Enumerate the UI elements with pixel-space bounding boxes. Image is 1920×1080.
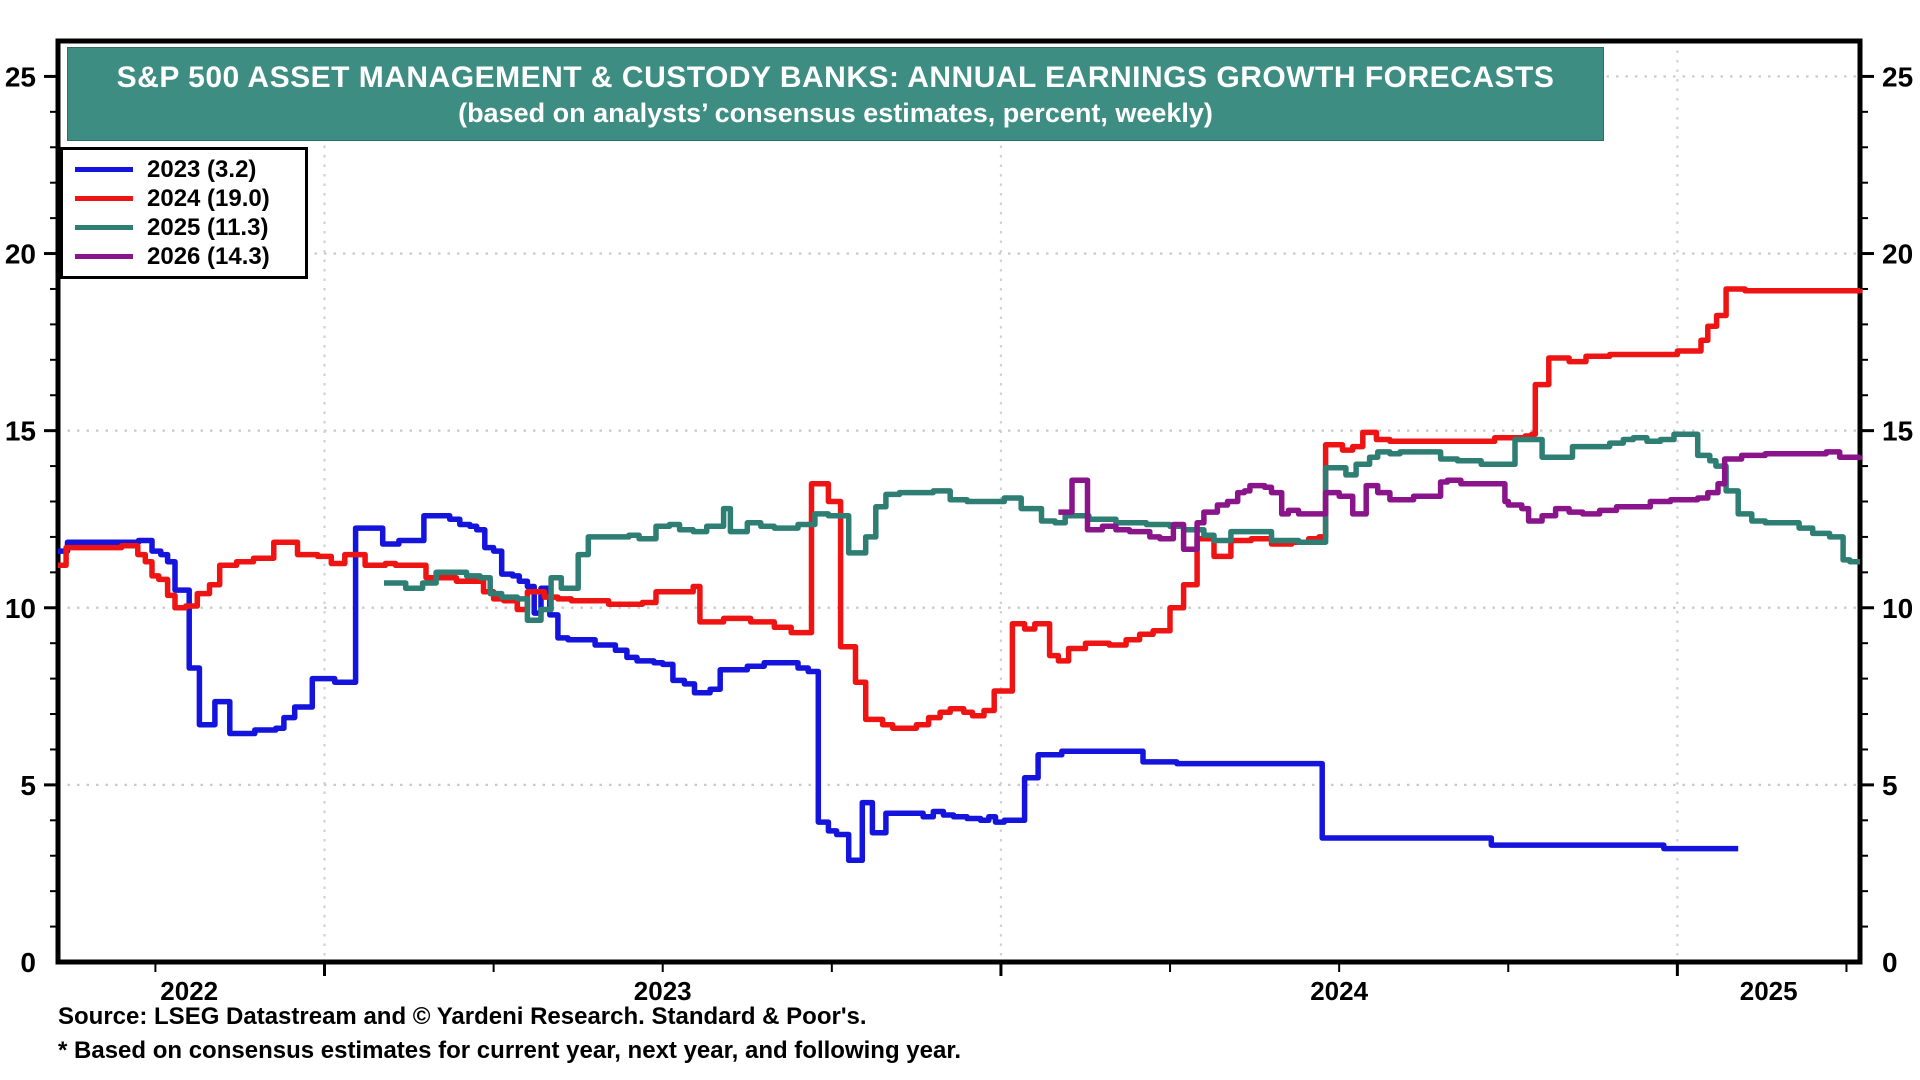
source-note: Source: LSEG Datastream and © Yardeni Re… [58,1003,867,1030]
chart-subtitle: (based on analysts’ consensus estimates,… [458,97,1213,128]
chart-title-banner: S&P 500 ASSET MANAGEMENT & CUSTODY BANKS… [67,47,1604,141]
y-axis-label-left-10: 10 [5,593,36,624]
x-axis-label-2025: 2025 [1740,976,1798,1006]
legend-item-2024: 2024 (19.0) [75,185,295,212]
y-axis-label-right-15: 15 [1882,416,1913,447]
y-axis-label-right-20: 20 [1882,239,1913,270]
series-line-2025 [384,431,1860,623]
y-axis-label-right-25: 25 [1882,61,1913,92]
y-axis-label-left-25: 25 [5,61,36,92]
chart-title: S&P 500 ASSET MANAGEMENT & CUSTODY BANKS… [116,61,1555,95]
x-axis-label-2023: 2023 [634,976,692,1006]
legend-label-2023: 2023 (3.2) [147,155,257,183]
legend-swatch-2025 [75,225,133,230]
legend-label-2026: 2026 (14.3) [147,242,270,270]
y-axis-label-left-15: 15 [5,416,36,447]
y-axis-label-left-0: 0 [20,947,36,978]
y-axis-label-left-20: 20 [5,239,36,270]
y-axis-label-right-5: 5 [1882,770,1898,801]
series-line-2026 [1058,449,1863,553]
asterisk-note: * Based on consensus estimates for curre… [58,1037,961,1065]
legend: 2023 (3.2) 2024 (19.0) 2025 (11.3) 2026 (14… [60,147,308,279]
y-axis-label-right-0: 0 [1882,947,1898,978]
legend-swatch-2026 [75,254,133,259]
legend-item-2025: 2025 (11.3) [75,214,295,241]
legend-label-2024: 2024 (19.0) [147,184,270,212]
x-axis-label-2024: 2024 [1310,976,1368,1006]
legend-swatch-2023 [75,167,133,172]
legend-swatch-2024 [75,196,133,201]
y-axis-label-left-5: 5 [20,770,36,801]
series-line-2023 [58,512,1739,864]
legend-label-2025: 2025 (11.3) [147,213,269,241]
x-axis-label-2022: 2022 [160,976,218,1006]
legend-item-2023: 2023 (3.2) [75,156,295,183]
series-line-2024 [58,286,1863,731]
footnotes: Source: LSEG Datastream and © Yardeni Re… [58,1000,961,1068]
y-axis-label-right-10: 10 [1882,593,1913,624]
legend-item-2026: 2026 (14.3) [75,243,295,270]
